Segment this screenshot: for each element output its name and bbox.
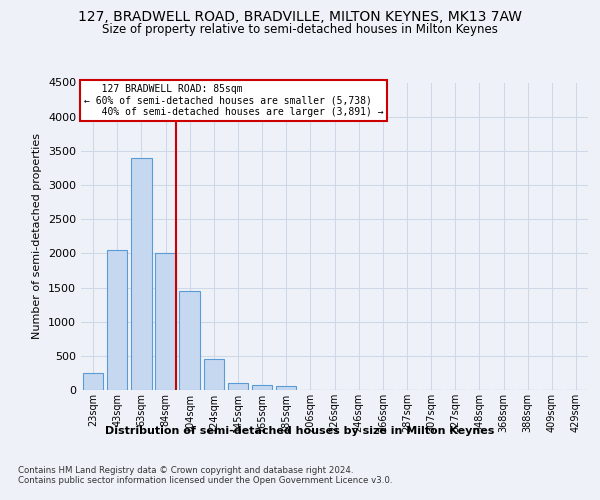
Bar (83, 372, 103, 390)
Bar (131, 158, 152, 390)
Y-axis label: Number of semi-detached properties: Number of semi-detached properties (32, 133, 43, 339)
Text: Size of property relative to semi-detached houses in Milton Keynes: Size of property relative to semi-detach… (102, 22, 498, 36)
Bar (227, 383, 248, 390)
Bar (203, 359, 224, 390)
Text: 127 BRADWELL ROAD: 85sqm
← 60% of semi-detached houses are smaller (5,738)
   40: 127 BRADWELL ROAD: 85sqm ← 60% of semi-d… (83, 84, 383, 117)
Bar (252, 385, 272, 390)
Text: Contains HM Land Registry data © Crown copyright and database right 2024.
Contai: Contains HM Land Registry data © Crown c… (18, 466, 392, 485)
Text: 127, BRADWELL ROAD, BRADVILLE, MILTON KEYNES, MK13 7AW: 127, BRADWELL ROAD, BRADVILLE, MILTON KE… (78, 10, 522, 24)
Bar (155, 254, 176, 390)
Bar (107, 250, 127, 390)
Text: Distribution of semi-detached houses by size in Milton Keynes: Distribution of semi-detached houses by … (106, 426, 494, 436)
Bar (276, 386, 296, 390)
Bar (179, 291, 200, 390)
